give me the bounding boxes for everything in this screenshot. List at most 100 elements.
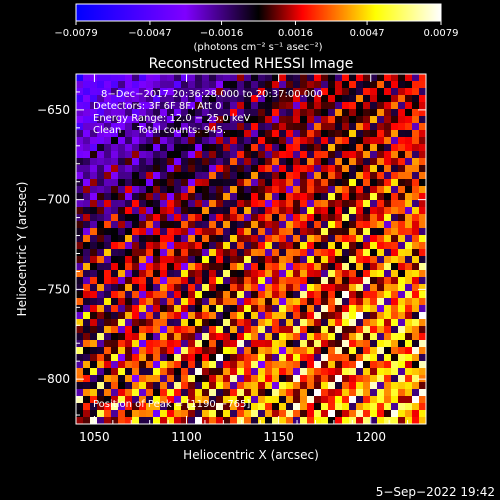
heatmap-cell <box>419 291 426 299</box>
heatmap-cell <box>160 417 168 424</box>
heatmap-cell <box>321 172 329 180</box>
heatmap-cell <box>174 347 182 355</box>
heatmap-cell <box>188 88 196 96</box>
heatmap-cell <box>286 109 294 117</box>
heatmap-cell <box>97 151 105 159</box>
heatmap-cell <box>300 165 308 173</box>
heatmap-cell <box>244 235 252 243</box>
heatmap-cell <box>258 193 266 201</box>
heatmap-cell <box>265 403 273 411</box>
heatmap-cell <box>188 340 196 348</box>
heatmap-cell <box>321 326 329 334</box>
heatmap-cell <box>223 382 231 390</box>
heatmap-cell <box>356 137 364 145</box>
heatmap-cell <box>237 368 245 376</box>
heatmap-cell <box>244 375 252 383</box>
heatmap-cell <box>139 214 147 222</box>
heatmap-cell <box>125 95 133 103</box>
heatmap-cell <box>174 361 182 369</box>
heatmap-cell <box>188 144 196 152</box>
heatmap-cell <box>384 123 392 131</box>
heatmap-cell <box>405 74 413 82</box>
heatmap-cell <box>153 389 161 397</box>
heatmap-cell <box>153 277 161 285</box>
heatmap-cell <box>195 193 203 201</box>
heatmap-cell <box>391 123 399 131</box>
heatmap-cell <box>398 123 406 131</box>
heatmap-cell <box>167 102 175 110</box>
heatmap-cell <box>181 130 189 138</box>
heatmap-cell <box>321 347 329 355</box>
heatmap-cell <box>188 410 196 418</box>
heatmap-cell <box>195 88 203 96</box>
heatmap-cell <box>90 298 98 306</box>
heatmap-cell <box>209 151 217 159</box>
heatmap-cell <box>76 382 84 390</box>
heatmap-cell <box>286 305 294 313</box>
heatmap-cell <box>195 179 203 187</box>
heatmap-cell <box>216 368 224 376</box>
heatmap-cell <box>398 165 406 173</box>
heatmap-cell <box>146 207 154 215</box>
heatmap-cell <box>139 340 147 348</box>
heatmap-cell <box>125 249 133 257</box>
heatmap-cell <box>370 368 378 376</box>
heatmap-cell <box>349 347 357 355</box>
heatmap-cell <box>90 354 98 362</box>
heatmap-cell <box>97 88 105 96</box>
heatmap-cell <box>174 151 182 159</box>
heatmap-cell <box>419 347 426 355</box>
heatmap-cell <box>405 417 413 424</box>
heatmap-cell <box>97 319 105 327</box>
heatmap-cell <box>132 130 140 138</box>
heatmap-cell <box>265 151 273 159</box>
heatmap-cell <box>307 389 315 397</box>
heatmap-cell <box>363 242 371 250</box>
heatmap-cell <box>153 382 161 390</box>
heatmap-cell <box>314 319 322 327</box>
heatmap-cell <box>153 214 161 222</box>
heatmap-cell <box>181 193 189 201</box>
heatmap-cell <box>76 354 84 362</box>
heatmap-cell <box>335 74 343 82</box>
heatmap-cell <box>125 74 133 82</box>
heatmap-cell <box>258 95 266 103</box>
heatmap-cell <box>328 228 336 236</box>
heatmap-cell <box>195 109 203 117</box>
heatmap-cell <box>272 130 280 138</box>
heatmap-cell <box>125 137 133 145</box>
heatmap-cell <box>293 214 301 222</box>
heatmap-cell <box>377 137 385 145</box>
heatmap-cell <box>356 172 364 180</box>
heatmap-cell <box>391 375 399 383</box>
heatmap-cell <box>363 403 371 411</box>
heatmap-cell <box>160 340 168 348</box>
heatmap-cell <box>111 109 119 117</box>
heatmap-cell <box>251 333 259 341</box>
heatmap-cell <box>174 109 182 117</box>
annotation-time: 8−Dec−2017 20:36:28.000 to 20:37:00.000 <box>101 89 323 100</box>
heatmap-cell <box>244 277 252 285</box>
heatmap-cell <box>223 179 231 187</box>
heatmap-cell <box>384 200 392 208</box>
heatmap-cell <box>342 256 350 264</box>
heatmap-cell <box>153 347 161 355</box>
heatmap-cell <box>167 284 175 292</box>
heatmap-cell <box>223 326 231 334</box>
heatmap-cell <box>195 214 203 222</box>
heatmap-cell <box>230 144 238 152</box>
heatmap-cell <box>118 375 126 383</box>
heatmap-cell <box>405 396 413 404</box>
heatmap-cell <box>90 396 98 404</box>
heatmap-cell <box>335 109 343 117</box>
heatmap-cell <box>377 333 385 341</box>
heatmap-cell <box>251 221 259 229</box>
heatmap-cell <box>419 228 426 236</box>
heatmap-cell <box>195 172 203 180</box>
heatmap-cell <box>419 396 426 404</box>
heatmap-cell <box>335 228 343 236</box>
heatmap-cell <box>209 312 217 320</box>
heatmap-cell <box>272 340 280 348</box>
heatmap-cell <box>202 172 210 180</box>
heatmap-cell <box>377 291 385 299</box>
